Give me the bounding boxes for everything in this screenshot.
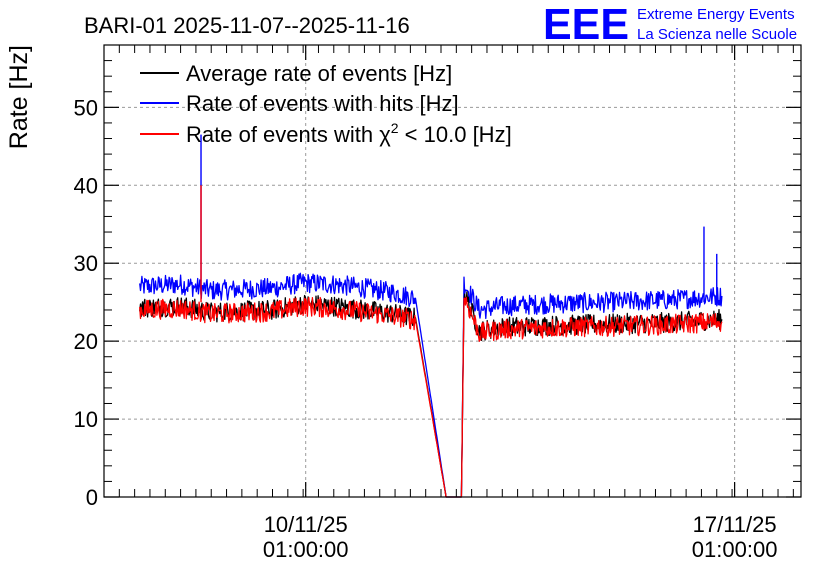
legend-label-chi2: Rate of events with χ2 < 10.0 [Hz] bbox=[186, 120, 512, 147]
y-tick-label: 50 bbox=[74, 95, 98, 120]
grid-lines bbox=[104, 45, 801, 497]
logo-line-1: Extreme Energy Events bbox=[637, 6, 795, 23]
plot-frame bbox=[103, 44, 802, 498]
logo-line-2: La Scienza nelle Scuole bbox=[637, 26, 797, 43]
axes: 0102030405010/11/2501:00:0017/11/2501:00… bbox=[74, 45, 801, 562]
logo-mark: EEE bbox=[543, 0, 629, 49]
series-line bbox=[139, 272, 723, 498]
legend-label-chi2-post: < 10.0 [Hz] bbox=[399, 122, 512, 147]
x-tick-label-time: 01:00:00 bbox=[692, 537, 778, 562]
legend-label-chi2-sup: 2 bbox=[391, 120, 399, 136]
y-tick-label: 30 bbox=[74, 251, 98, 276]
legend: Average rate of events [Hz] Rate of even… bbox=[140, 61, 512, 147]
legend-label-hits: Rate of events with hits [Hz] bbox=[186, 91, 459, 116]
plot-series bbox=[139, 134, 723, 498]
y-tick-label: 0 bbox=[86, 485, 98, 510]
y-tick-label: 20 bbox=[74, 329, 98, 354]
legend-label-hits-text: Rate of events with hits [Hz] bbox=[186, 91, 459, 116]
eee-logo: EEE Extreme Energy Events La Scienza nel… bbox=[543, 0, 797, 49]
x-tick-label-date: 10/11/25 bbox=[264, 512, 348, 537]
series-line bbox=[139, 296, 723, 498]
legend-label-average: Average rate of events [Hz] bbox=[186, 61, 452, 86]
y-tick-label: 40 bbox=[74, 173, 98, 198]
x-tick-label-date: 17/11/25 bbox=[693, 512, 777, 537]
y-axis-label: Rate [Hz] bbox=[5, 45, 33, 149]
chart-title: BARI-01 2025-11-07--2025-11-16 bbox=[84, 13, 410, 38]
legend-label-chi2-pre: Rate of events with χ bbox=[186, 122, 391, 147]
y-tick-label: 10 bbox=[74, 407, 98, 432]
x-tick-label-time: 01:00:00 bbox=[263, 537, 349, 562]
